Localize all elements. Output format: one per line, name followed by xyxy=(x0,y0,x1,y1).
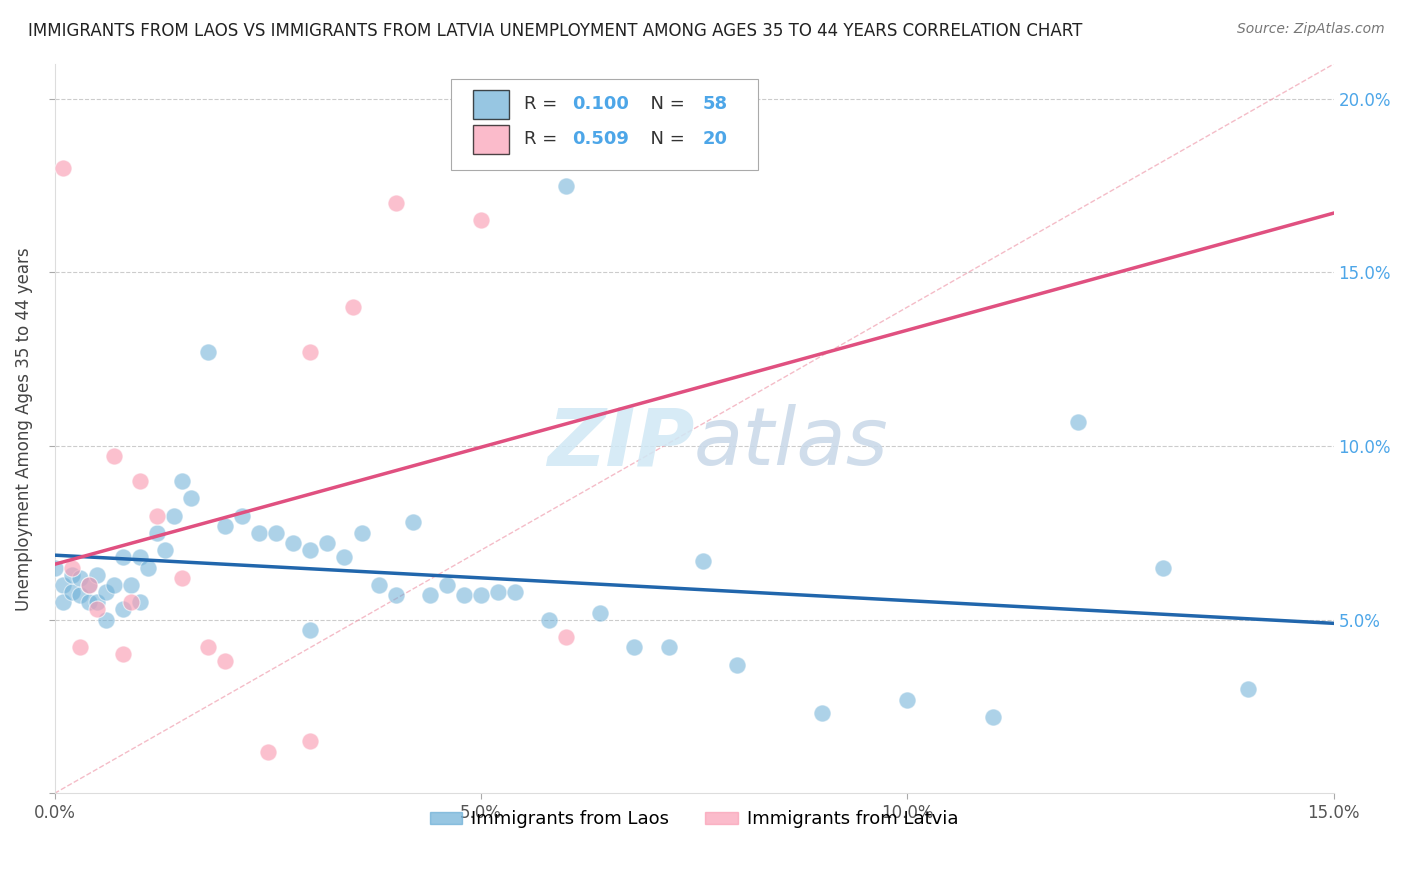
Point xyxy=(555,178,578,193)
Point xyxy=(52,161,75,176)
Text: ZIP: ZIP xyxy=(547,404,695,483)
Text: R =: R = xyxy=(524,130,562,148)
Text: R =: R = xyxy=(524,95,562,113)
Point xyxy=(197,345,219,359)
Text: 0.509: 0.509 xyxy=(572,130,630,148)
Point xyxy=(111,602,134,616)
Y-axis label: Unemployment Among Ages 35 to 44 years: Unemployment Among Ages 35 to 44 years xyxy=(15,247,32,610)
Text: 58: 58 xyxy=(703,95,728,113)
Point xyxy=(1152,560,1174,574)
Point xyxy=(77,578,100,592)
Text: atlas: atlas xyxy=(695,404,889,483)
Point xyxy=(111,648,134,662)
Point xyxy=(725,657,748,672)
Point xyxy=(623,640,645,655)
Point xyxy=(52,595,75,609)
Point xyxy=(86,602,108,616)
Point xyxy=(342,300,364,314)
Text: N =: N = xyxy=(640,130,690,148)
Point xyxy=(299,734,322,748)
Point xyxy=(981,710,1004,724)
Text: Source: ZipAtlas.com: Source: ZipAtlas.com xyxy=(1237,22,1385,37)
Point xyxy=(538,613,561,627)
Point xyxy=(163,508,186,523)
Point xyxy=(172,571,194,585)
Point xyxy=(103,450,125,464)
Point xyxy=(811,706,834,721)
Point xyxy=(60,585,83,599)
Point xyxy=(146,525,169,540)
Point xyxy=(52,578,75,592)
Point xyxy=(555,630,578,644)
Point xyxy=(333,550,356,565)
Point xyxy=(128,550,150,565)
Point xyxy=(264,525,287,540)
Point xyxy=(69,640,91,655)
Point xyxy=(69,571,91,585)
Point xyxy=(384,588,406,602)
Point xyxy=(77,578,100,592)
Point xyxy=(299,623,322,637)
Point xyxy=(299,345,322,359)
Point xyxy=(214,654,236,668)
Point xyxy=(77,595,100,609)
Point xyxy=(486,585,509,599)
Point xyxy=(214,519,236,533)
Point xyxy=(470,213,492,227)
Point xyxy=(283,536,305,550)
Point xyxy=(470,588,492,602)
Point xyxy=(657,640,679,655)
Point xyxy=(256,745,278,759)
Point xyxy=(247,525,270,540)
Text: 20: 20 xyxy=(703,130,728,148)
Point xyxy=(299,543,322,558)
Point xyxy=(128,474,150,488)
Point xyxy=(503,585,526,599)
Point xyxy=(180,491,202,505)
Point xyxy=(60,567,83,582)
Point xyxy=(120,595,142,609)
Point xyxy=(316,536,339,550)
FancyBboxPatch shape xyxy=(472,125,509,153)
Point xyxy=(111,550,134,565)
Text: N =: N = xyxy=(640,95,690,113)
Point xyxy=(86,567,108,582)
Point xyxy=(419,588,441,602)
Point xyxy=(128,595,150,609)
Legend: Immigrants from Laos, Immigrants from Latvia: Immigrants from Laos, Immigrants from La… xyxy=(423,803,966,836)
Point xyxy=(120,578,142,592)
Point xyxy=(692,554,714,568)
Text: 0.100: 0.100 xyxy=(572,95,630,113)
Point xyxy=(896,692,918,706)
Text: IMMIGRANTS FROM LAOS VS IMMIGRANTS FROM LATVIA UNEMPLOYMENT AMONG AGES 35 TO 44 : IMMIGRANTS FROM LAOS VS IMMIGRANTS FROM … xyxy=(28,22,1083,40)
Point xyxy=(197,640,219,655)
Point xyxy=(44,560,66,574)
Point xyxy=(146,508,169,523)
Point xyxy=(94,613,117,627)
FancyBboxPatch shape xyxy=(472,89,509,119)
Point xyxy=(172,474,194,488)
Point xyxy=(103,578,125,592)
FancyBboxPatch shape xyxy=(451,78,758,169)
Point xyxy=(86,595,108,609)
Point xyxy=(155,543,177,558)
Point xyxy=(69,588,91,602)
Point xyxy=(231,508,253,523)
Point xyxy=(1067,415,1090,429)
Point xyxy=(350,525,373,540)
Point xyxy=(436,578,458,592)
Point xyxy=(1237,682,1260,697)
Point xyxy=(384,196,406,211)
Point xyxy=(367,578,389,592)
Point xyxy=(402,516,425,530)
Point xyxy=(453,588,475,602)
Point xyxy=(60,560,83,574)
Point xyxy=(589,606,612,620)
Point xyxy=(94,585,117,599)
Point xyxy=(136,560,159,574)
